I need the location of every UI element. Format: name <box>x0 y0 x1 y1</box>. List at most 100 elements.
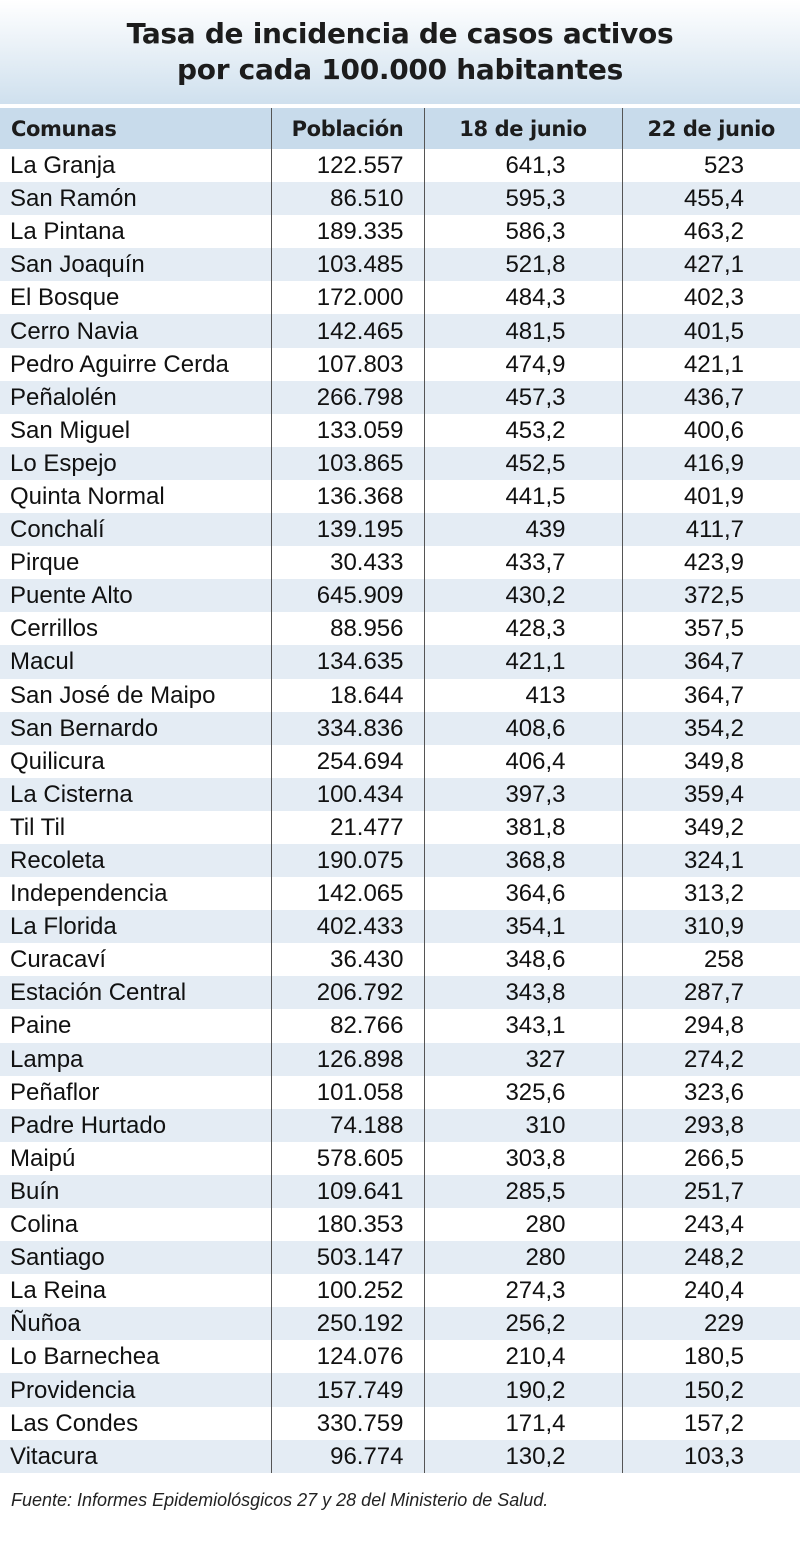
table-row: Lo Barnechea 124.076 210,4 180,5 <box>0 1340 800 1374</box>
cell-18-junio: 343,1 <box>423 1009 622 1043</box>
cell-comuna: San Ramón <box>0 182 271 216</box>
cell-poblacion: 122.557 <box>270 149 424 183</box>
cell-poblacion: 330.759 <box>270 1406 424 1440</box>
cell-18-junio: 439 <box>423 513 622 547</box>
cell-22-junio: 364,7 <box>621 678 800 712</box>
table-row: Providencia 157.749 190,2 150,2 <box>0 1373 800 1407</box>
table-row: La Reina 100.252 274,3 240,4 <box>0 1274 800 1308</box>
cell-22-junio: 455,4 <box>621 182 800 216</box>
cell-comuna: Padre Hurtado <box>0 1108 271 1142</box>
cell-comuna: Las Condes <box>10 1409 139 1437</box>
cell-comuna: Buín <box>0 1174 271 1208</box>
cell-22-junio: 354,2 <box>621 711 800 745</box>
cell-poblacion: 503.147 <box>270 1241 424 1275</box>
cell-poblacion: 266.798 <box>270 380 424 414</box>
cell-poblacion: 254.694 <box>270 744 424 778</box>
cell-22-junio: 243,4 <box>621 1208 800 1242</box>
cell-22-junio: 349,8 <box>621 744 800 778</box>
table-row: Macul 134.635 421,1 364,7 <box>0 645 800 679</box>
table-row: Independencia 142.065 364,6 313,2 <box>0 877 800 911</box>
cell-comuna: Colina <box>10 1211 79 1239</box>
cell-18-junio: 368,8 <box>423 843 622 878</box>
cell-22-junio: 251,7 <box>621 1174 800 1208</box>
source-note: Fuente: Informes Epidemiolósgicos 27 y 2… <box>11 1490 549 1510</box>
cell-comuna: La Pintana <box>10 218 125 246</box>
table-row: Curacaví 36.430 348,6 258 <box>0 943 800 977</box>
cell-poblacion: 402.433 <box>270 910 424 944</box>
table-row: San Bernardo 334.836 408,6 354,2 <box>0 711 800 745</box>
cell-comuna: Ñuñoa <box>0 1307 271 1341</box>
cell-22-junio: 266,5 <box>621 1141 800 1175</box>
cell-18-junio: 280 <box>423 1241 622 1275</box>
cell-poblacion: 109.641 <box>270 1174 424 1208</box>
table-row: Peñaflor 101.058 325,6 323,6 <box>0 1075 800 1109</box>
cell-22-junio: 364,7 <box>621 645 800 679</box>
cell-18-junio: 190,2 <box>423 1373 622 1407</box>
cell-comuna: Macul <box>0 645 271 679</box>
table-header-row: Comunas Población 18 de junio 22 de juni… <box>0 108 800 149</box>
cell-22-junio: 323,6 <box>621 1075 800 1109</box>
cell-18-junio: 348,6 <box>423 943 622 977</box>
cell-comuna: Paine <box>10 1012 72 1040</box>
cell-22-junio: 359,4 <box>621 777 800 811</box>
table-row: Recoleta 190.075 368,8 324,1 <box>0 843 800 878</box>
cell-18-junio: 481,5 <box>423 314 622 348</box>
cell-poblacion: 645.909 <box>270 579 424 613</box>
cell-poblacion: 18.644 <box>270 678 424 712</box>
cell-22-junio: 157,2 <box>621 1406 800 1440</box>
cell-18-junio: 364,6 <box>423 877 622 911</box>
cell-poblacion: 190.075 <box>270 843 424 878</box>
cell-18-junio: 343,8 <box>423 976 622 1010</box>
cell-poblacion: 107.803 <box>270 347 424 381</box>
table-row: San José de Maipo 18.644 413 364,7 <box>0 678 800 712</box>
cell-comuna: Maipú <box>10 1144 76 1172</box>
cell-comuna: Estación Central <box>0 976 271 1010</box>
cell-22-junio: 423,9 <box>621 546 800 580</box>
cell-22-junio: 274,2 <box>621 1042 800 1076</box>
cell-18-junio: 210,4 <box>423 1340 622 1374</box>
cell-poblacion: 136.368 <box>270 479 424 514</box>
cell-comuna: La Florida <box>0 910 271 944</box>
cell-poblacion: 134.635 <box>270 645 424 679</box>
cell-22-junio: 463,2 <box>621 215 800 249</box>
cell-22-junio: 287,7 <box>621 976 800 1010</box>
cell-22-junio: 357,5 <box>621 612 800 646</box>
cell-18-junio: 421,1 <box>423 645 622 679</box>
table-row: La Pintana 189.335 586,3 463,2 <box>0 215 800 249</box>
title-band: Tasa de incidencia de casos activos por … <box>0 0 800 104</box>
cell-22-junio: 349,2 <box>621 810 800 844</box>
cell-comuna: Quilicura <box>10 747 105 775</box>
table-row: Puente Alto 645.909 430,2 372,5 <box>0 579 800 613</box>
cell-22-junio: 401,5 <box>621 314 800 348</box>
table-row: Paine 82.766 343,1 294,8 <box>0 1009 800 1043</box>
cell-comuna: La Granja <box>10 152 116 180</box>
header-comunas: Comunas <box>0 108 271 149</box>
cell-22-junio: 103,3 <box>621 1439 800 1473</box>
table-row: Ñuñoa 250.192 256,2 229 <box>0 1307 800 1341</box>
cell-18-junio: 430,2 <box>423 579 622 613</box>
table-row: San Ramón 86.510 595,3 455,4 <box>0 182 800 216</box>
cell-poblacion: 189.335 <box>270 215 424 249</box>
cell-22-junio: 294,8 <box>621 1009 800 1043</box>
cell-22-junio: 436,7 <box>621 380 800 414</box>
table-row: Pedro Aguirre Cerda 107.803 474,9 421,1 <box>0 347 800 381</box>
table-row: Lo Espejo 103.865 452,5 416,9 <box>0 446 800 480</box>
cell-18-junio: 457,3 <box>423 380 622 414</box>
cell-comuna: Vitacura <box>0 1439 271 1473</box>
cell-comuna: Puente Alto <box>0 579 271 613</box>
cell-comuna: Curacaví <box>10 946 107 974</box>
cell-18-junio: 310 <box>423 1108 622 1142</box>
table-row: La Granja 122.557 641,3 523 <box>0 149 800 183</box>
cell-18-junio: 354,1 <box>423 910 622 944</box>
cell-18-junio: 303,8 <box>423 1141 622 1175</box>
cell-poblacion: 30.433 <box>270 546 424 580</box>
cell-poblacion: 74.188 <box>270 1108 424 1142</box>
table-row: Vitacura 96.774 130,2 103,3 <box>0 1439 800 1473</box>
cell-poblacion: 250.192 <box>270 1307 424 1341</box>
header-poblacion: Población <box>270 108 424 149</box>
cell-poblacion: 88.956 <box>270 612 424 646</box>
table-row: Las Condes 330.759 171,4 157,2 <box>0 1406 800 1440</box>
cell-18-junio: 397,3 <box>423 777 622 811</box>
table-row: Conchalí 139.195 439 411,7 <box>0 513 800 547</box>
table-row: Buín 109.641 285,5 251,7 <box>0 1174 800 1208</box>
